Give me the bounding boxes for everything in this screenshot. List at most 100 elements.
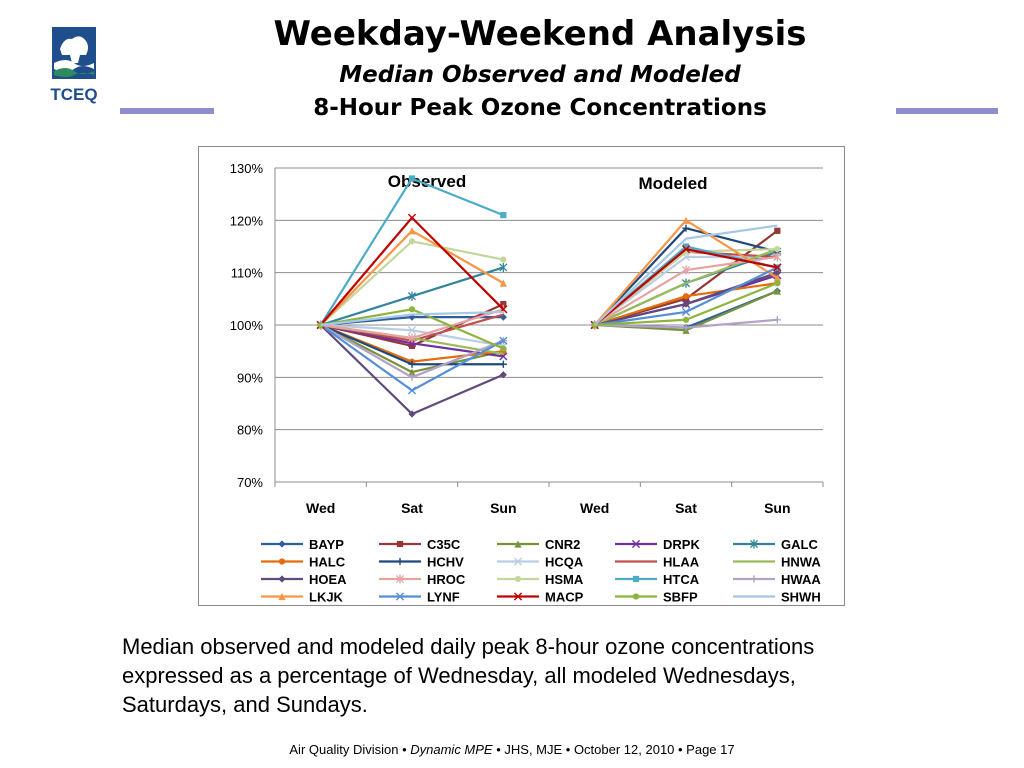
data-point	[681, 265, 691, 275]
series-line	[593, 224, 778, 326]
x-tick-label: Wed	[580, 500, 609, 516]
data-point	[681, 245, 691, 254]
right-accent-rule	[896, 108, 998, 114]
data-point	[499, 262, 508, 273]
legend-item: LKJK	[261, 590, 344, 605]
data-point	[682, 216, 690, 224]
data-point	[499, 371, 507, 379]
data-point	[682, 293, 690, 300]
data-point	[408, 342, 416, 350]
x-tick-label: Sat	[401, 500, 423, 516]
series-macp	[316, 213, 782, 330]
page-title: Weekday-Weekend Analysis	[273, 14, 807, 54]
series-shwh	[320, 224, 778, 327]
legend-item: HLAA	[615, 555, 700, 570]
x-tick-label: Sun	[490, 500, 516, 516]
x-tick-label: Wed	[306, 500, 335, 516]
tceq-logo: TCEQ	[50, 27, 98, 104]
legend-marker	[750, 575, 758, 583]
legend-marker	[278, 575, 286, 583]
y-tick-label: 110%	[231, 266, 264, 281]
footer-division: Air Quality Division •	[289, 742, 411, 757]
y-tick-label: 90%	[237, 370, 263, 385]
series-halc	[317, 280, 781, 365]
legend-label: CNR2	[545, 537, 580, 552]
x-tick-label: Sun	[764, 500, 790, 516]
legend-item: BAYP	[261, 537, 344, 552]
panel-label-modeled: Modeled	[639, 174, 708, 193]
y-tick-label: 80%	[237, 423, 263, 438]
data-point	[499, 360, 507, 368]
data-point	[407, 213, 417, 222]
data-point	[407, 386, 417, 395]
data-point	[500, 345, 507, 352]
data-point	[408, 410, 416, 418]
legend-item: HALC	[261, 555, 346, 570]
legend-item: HNWA	[733, 555, 821, 570]
y-tick-label: 70%	[237, 475, 263, 490]
legend-label: HSMA	[545, 572, 584, 587]
ozone-line-chart: 70% 80% 90% 100% 110% 120% 130% Wed Sat Sun Wed Sat…	[230, 161, 824, 605]
legend-label: HWAA	[781, 572, 821, 587]
legend-marker	[278, 558, 286, 565]
data-point	[500, 256, 507, 263]
slide-caption: Median observed and modeled daily peak 8…	[122, 634, 815, 717]
footer-details: • JHS, MJE • October 12, 2010 • Page 17	[492, 742, 735, 757]
data-point	[773, 316, 781, 324]
legend-marker	[395, 574, 405, 584]
data-point	[407, 333, 417, 343]
legend-marker	[749, 539, 759, 549]
data-point	[408, 227, 416, 235]
legend-marker	[513, 557, 523, 566]
legend-item: SHWH	[733, 590, 821, 605]
legend-item: MACP	[497, 590, 584, 605]
legend-marker	[396, 557, 404, 566]
legend-marker	[278, 540, 286, 548]
legend-marker	[631, 539, 641, 549]
data-point	[774, 246, 781, 253]
series-drpk	[316, 271, 782, 361]
legend-label: HNWA	[781, 555, 821, 570]
legend-label: HCHV	[427, 555, 464, 570]
data-point	[407, 326, 417, 335]
legend-item: HOEA	[261, 572, 347, 587]
legend-label: SBFP	[663, 590, 698, 605]
data-point	[773, 263, 782, 272]
legend-label: DRPK	[663, 537, 700, 552]
legend-marker	[632, 593, 640, 600]
chart-container: 70% 80% 90% 100% 110% 120% 130% Wed Sat Sun Wed Sat…	[198, 146, 845, 606]
legend-item: HWAA	[733, 572, 821, 587]
legend-item: LYNF	[379, 590, 460, 605]
data-point	[773, 287, 781, 295]
series-hroc	[316, 252, 782, 343]
legend-item: HSMA	[497, 572, 584, 587]
panel-label-observed: Observed	[388, 172, 466, 191]
legend-marker	[514, 540, 522, 548]
legend-item: HTCA	[615, 572, 700, 587]
data-point	[317, 321, 324, 329]
legend-label: LKJK	[309, 590, 344, 605]
data-point	[500, 212, 507, 219]
y-tick-label: 100%	[230, 318, 264, 333]
legend-item: GALC	[733, 537, 818, 552]
legend-marker	[395, 592, 405, 601]
data-point	[408, 238, 416, 245]
legend-label: SHWH	[781, 590, 821, 605]
legend-item: HROC	[379, 572, 466, 587]
data-point	[681, 307, 691, 317]
y-tick-label: 120%	[230, 213, 264, 228]
legend-label: HTCA	[663, 572, 700, 587]
y-tick-label: 130%	[230, 161, 264, 176]
series-line	[593, 227, 778, 326]
data-point	[408, 360, 416, 368]
data-point	[682, 224, 690, 232]
data-point	[408, 373, 416, 381]
legend-label: HALC	[309, 555, 346, 570]
legend-label: MACP	[545, 590, 584, 605]
legend-item: HCQA	[497, 555, 584, 570]
legend-item: HCHV	[379, 555, 464, 570]
legend-item: DRPK	[615, 537, 700, 552]
legend-label: HCQA	[545, 555, 584, 570]
legend-marker	[632, 575, 640, 583]
data-point	[500, 300, 507, 308]
